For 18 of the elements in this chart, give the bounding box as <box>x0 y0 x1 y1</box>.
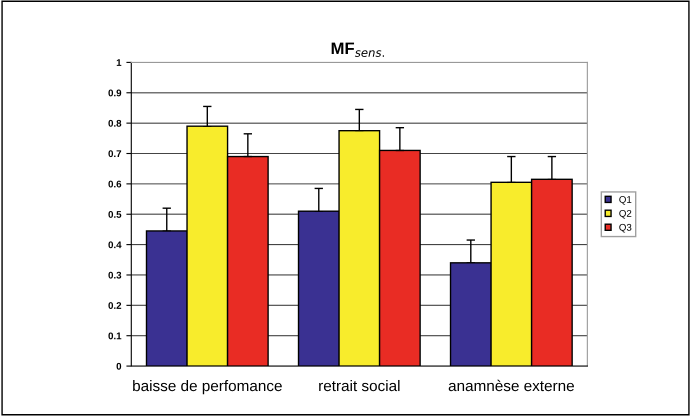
x-tick-label: retrait social <box>319 380 400 392</box>
x-tick-label: baisse de perfomance <box>133 380 282 394</box>
y-tick-label: 0.3 <box>108 272 122 279</box>
chart-title: MF$_{sens.}$ <box>332 42 384 57</box>
y-tick-label: 0.5 <box>108 210 122 218</box>
x-tick-label: anamnèse externe <box>448 380 574 392</box>
y-tick-label: 0.8 <box>108 120 122 127</box>
y-tick-label: 0.7 <box>108 150 122 158</box>
legend-label: Q2 <box>619 210 632 219</box>
y-tick-label: 0.9 <box>108 90 122 96</box>
y-tick-label: 1 <box>116 59 122 66</box>
y-tick-label: 0.4 <box>108 241 122 248</box>
y-tick-label: 0.6 <box>108 180 122 188</box>
legend-label: Q1 <box>619 196 632 205</box>
y-tick-label: 0.1 <box>108 332 122 340</box>
legend-label: Q3 <box>619 224 632 233</box>
y-tick-label: 0 <box>116 362 122 370</box>
y-tick-label: 0.2 <box>108 302 122 309</box>
